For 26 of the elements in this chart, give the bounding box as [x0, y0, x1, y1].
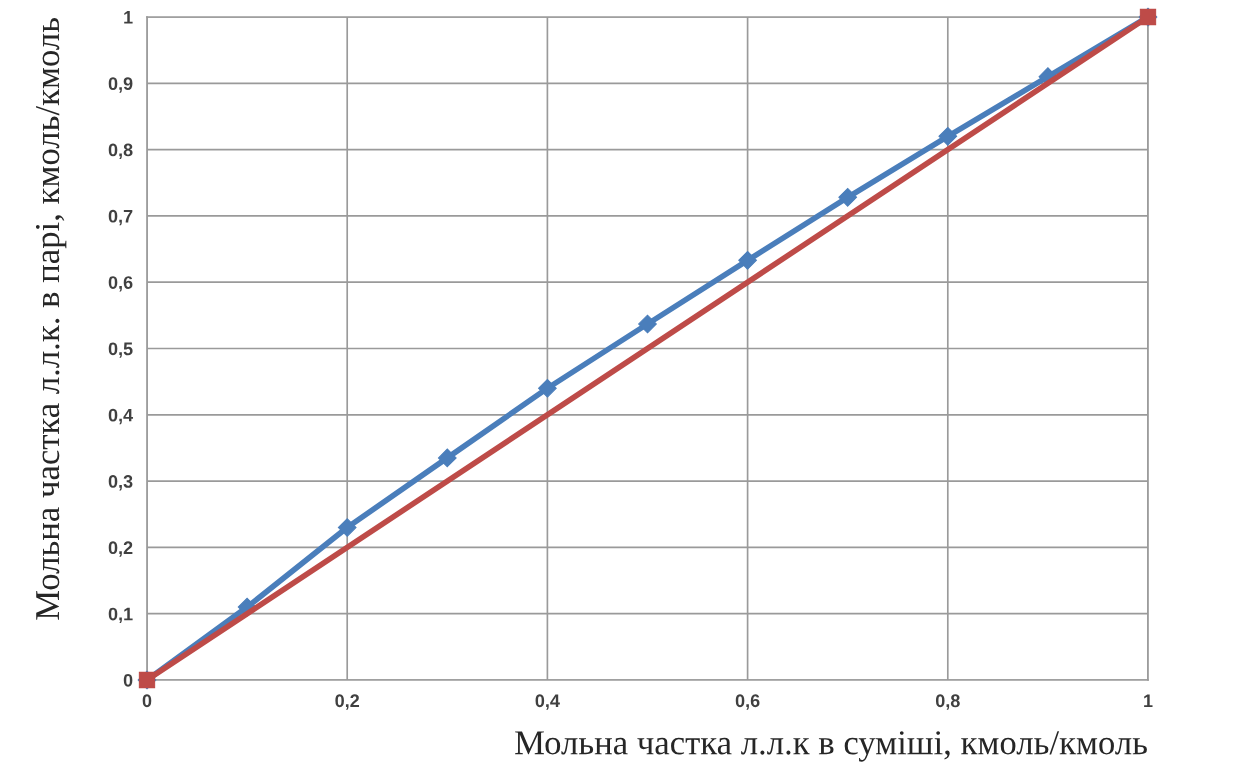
x-tick-label: 0,4	[535, 694, 560, 710]
x-tick-label: 0,8	[935, 694, 960, 710]
x-tick-label: 0,2	[335, 694, 360, 710]
y-tick-label: 0	[123, 673, 133, 687]
y-tick-label: 1	[124, 11, 133, 24]
y-tick-label: 0,2	[108, 541, 133, 557]
point	[337, 518, 357, 537]
x-tick-label: 0,6	[735, 694, 760, 710]
x-tick-label: 0	[142, 694, 152, 708]
point	[838, 187, 858, 207]
point	[738, 250, 757, 270]
y-tick-label: 0,8	[108, 143, 133, 159]
x-tick-label: 1	[1144, 694, 1153, 707]
point	[938, 126, 958, 146]
y-tick-label: 0,5	[108, 342, 133, 358]
y-tick-label: 0,3	[108, 475, 133, 491]
point	[638, 314, 657, 334]
point	[437, 448, 457, 468]
y-tick-label: 0,7	[108, 209, 133, 226]
y-tick-label: 0,9	[108, 77, 133, 93]
y-tick-label: 0,4	[108, 408, 134, 425]
y-axis-title: Мольна частка л.л.к. в парі, кмоль/кмоль	[35, 18, 67, 620]
y-tick-label: 0,6	[108, 276, 133, 292]
point	[538, 378, 557, 398]
x-axis-title: Мольна частка л.л.к в суміші, кмоль/кмоль	[515, 731, 1147, 762]
y-tick-label: 0,1	[108, 607, 133, 624]
